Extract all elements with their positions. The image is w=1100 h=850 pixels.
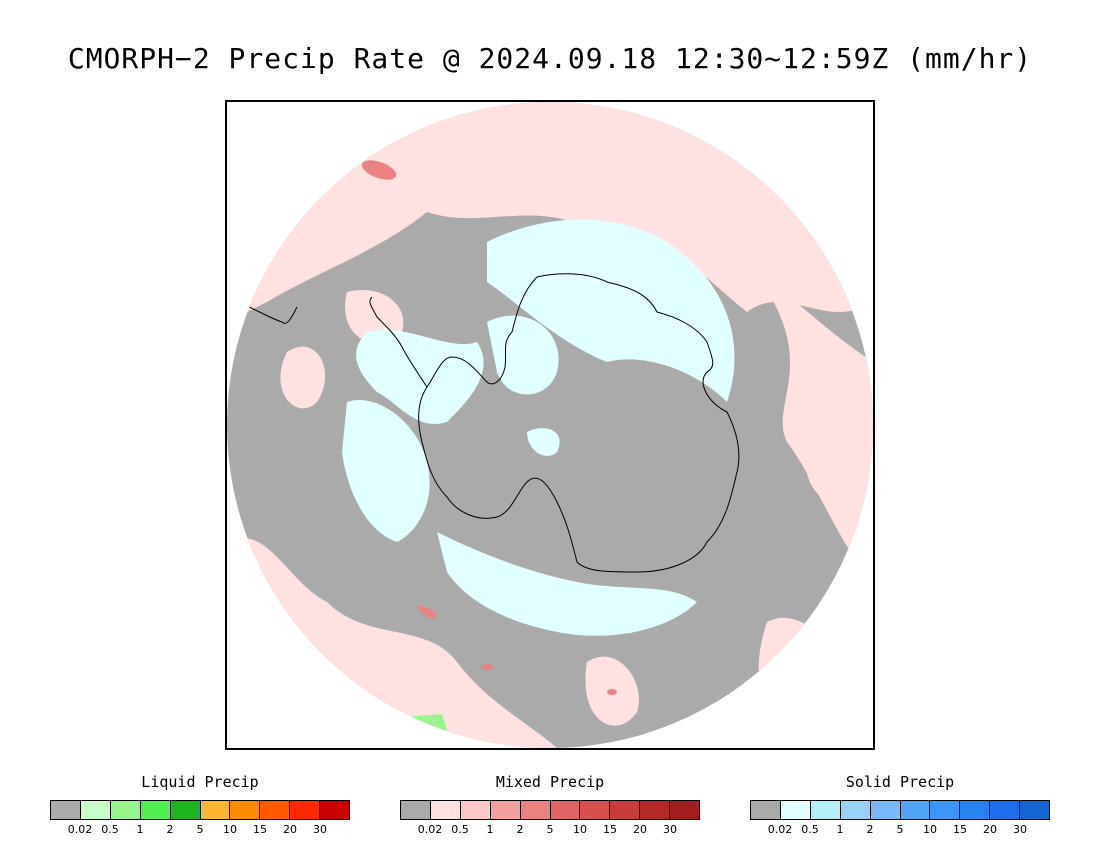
polar-precip-map	[227, 102, 873, 748]
legend-swatch	[840, 801, 871, 819]
legend-tick: 30	[663, 823, 677, 836]
legend-swatch	[670, 801, 700, 819]
legend-swatch	[200, 801, 231, 819]
legend-swatch	[170, 801, 201, 819]
legend-tick: 2	[866, 823, 874, 836]
legend-swatch	[550, 801, 581, 819]
legend-title-mixed: Mixed Precip	[495, 773, 605, 791]
legend-swatch	[260, 801, 291, 819]
legend-swatch	[640, 801, 671, 819]
legend-swatch	[230, 801, 261, 819]
legend-tick: 20	[283, 823, 297, 836]
legend-tick: 15	[953, 823, 967, 836]
legend-tick: 5	[546, 823, 554, 836]
legend-swatch	[401, 801, 431, 819]
legend-swatch	[51, 801, 81, 819]
legend-ticks-liquid: 0.02 0.5 1 2 5 10 15 20 30	[50, 823, 350, 837]
legend-tick: 10	[223, 823, 237, 836]
legend-swatch	[751, 801, 781, 819]
legend-swatch	[520, 801, 551, 819]
legend-tick: 15	[253, 823, 267, 836]
legend-swatch	[110, 801, 141, 819]
legend-tick: 10	[573, 823, 587, 836]
legend-tick: 1	[836, 823, 844, 836]
legend-tick: 2	[516, 823, 524, 836]
intense-precip-spots	[361, 160, 617, 695]
legend-swatch	[870, 801, 901, 819]
legend-tick: 2	[166, 823, 174, 836]
map-panel	[225, 100, 875, 750]
legend-ticks-solid: 0.02 0.5 1 2 5 10 15 20 30	[750, 823, 1050, 837]
legend-swatch	[1020, 801, 1050, 819]
legend-tick: 0.5	[801, 823, 819, 836]
legend-swatch	[580, 801, 611, 819]
legend-tick: 5	[196, 823, 204, 836]
legend-swatches-solid	[750, 800, 1050, 820]
legend-tick: 20	[633, 823, 647, 836]
legend-swatch	[320, 801, 350, 819]
legend-tick: 0.02	[767, 823, 793, 836]
legend-swatch	[490, 801, 521, 819]
legend-swatch	[780, 801, 811, 819]
legend-swatch	[140, 801, 171, 819]
legend-tick: 5	[896, 823, 904, 836]
antarctic-peninsula-coastline	[369, 296, 428, 388]
legend-swatches-mixed	[400, 800, 700, 820]
legend-title-liquid: Liquid Precip	[141, 773, 259, 791]
legend-ticks-mixed: 0.02 0.5 1 2 5 10 15 20 30	[400, 823, 700, 837]
legend-mixed: Mixed Precip 0.02 0.5 1 2 5 10 15 20 30	[400, 772, 700, 837]
legend-swatch	[610, 801, 641, 819]
legend-tick: 0.5	[451, 823, 469, 836]
legend-swatch	[290, 801, 321, 819]
antarctica-coastline	[418, 273, 740, 573]
legend-tick: 0.02	[67, 823, 93, 836]
legend-swatch	[930, 801, 961, 819]
legend-swatch	[900, 801, 931, 819]
legend-swatch	[430, 801, 461, 819]
legend-tick: 0.02	[417, 823, 443, 836]
legend-tick: 0.5	[101, 823, 119, 836]
legend-tick: 30	[313, 823, 327, 836]
legend-swatch	[80, 801, 111, 819]
legend-solid: Solid Precip 0.02 0.5 1 2 5 10 15 20 30	[750, 772, 1050, 837]
legend-tick: 15	[603, 823, 617, 836]
solid-precip-areas	[342, 219, 735, 636]
legend-swatch	[990, 801, 1021, 819]
legend-swatches-liquid	[50, 800, 350, 820]
legend-title-solid: Solid Precip	[845, 773, 955, 791]
south-america-coastline	[236, 301, 298, 324]
map-title: CMORPH−2 Precip Rate @ 2024.09.18 12:30~…	[67, 42, 1033, 75]
legend-tick: 10	[923, 823, 937, 836]
legend-tick: 30	[1013, 823, 1027, 836]
legend-tick: 1	[486, 823, 494, 836]
legend-tick: 1	[136, 823, 144, 836]
legend-swatch	[460, 801, 491, 819]
legend-swatch	[960, 801, 991, 819]
legend-swatch	[810, 801, 841, 819]
legend-liquid: Liquid Precip 0.02 0.5 1 2 5 10 15 20 30	[50, 772, 350, 837]
legend-tick: 20	[983, 823, 997, 836]
